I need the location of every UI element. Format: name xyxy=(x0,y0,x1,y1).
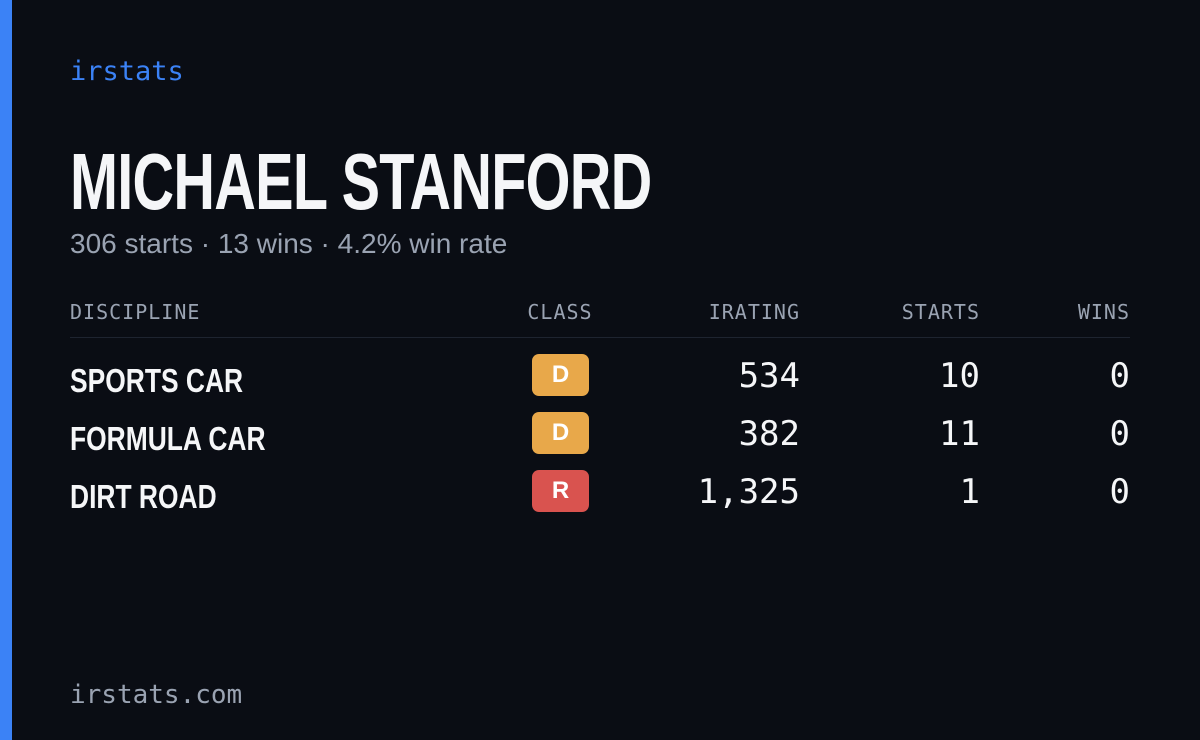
column-header: CLASS xyxy=(527,300,593,324)
discipline: FORMULA CAR xyxy=(70,420,266,457)
brand: irstats xyxy=(70,56,184,87)
irating: 382 xyxy=(738,414,800,454)
wins: 0 xyxy=(1109,472,1130,512)
accent-bar xyxy=(0,0,12,740)
footer: irstats.com xyxy=(70,680,243,710)
class-badge: D xyxy=(532,412,589,454)
header-rule xyxy=(70,337,1130,338)
irating: 1,325 xyxy=(697,472,800,512)
starts: 10 xyxy=(939,356,980,396)
discipline: DIRT ROAD xyxy=(70,478,217,515)
wins: 0 xyxy=(1109,414,1130,454)
driver-name: MICHAEL STANFORD xyxy=(70,137,652,226)
column-header: STARTS xyxy=(901,300,980,324)
class-badge: D xyxy=(532,354,589,396)
column-header: WINS xyxy=(1077,300,1130,324)
wins: 0 xyxy=(1109,356,1130,396)
discipline: SPORTS CAR xyxy=(70,362,244,399)
starts: 1 xyxy=(959,472,980,512)
column-header: DISCIPLINE xyxy=(70,300,201,324)
irating: 534 xyxy=(738,356,800,396)
summary: 306 starts · 13 wins · 4.2% win rate xyxy=(70,228,508,259)
starts: 11 xyxy=(939,414,980,454)
column-header: IRATING xyxy=(708,300,800,324)
class-badge: R xyxy=(532,470,589,512)
